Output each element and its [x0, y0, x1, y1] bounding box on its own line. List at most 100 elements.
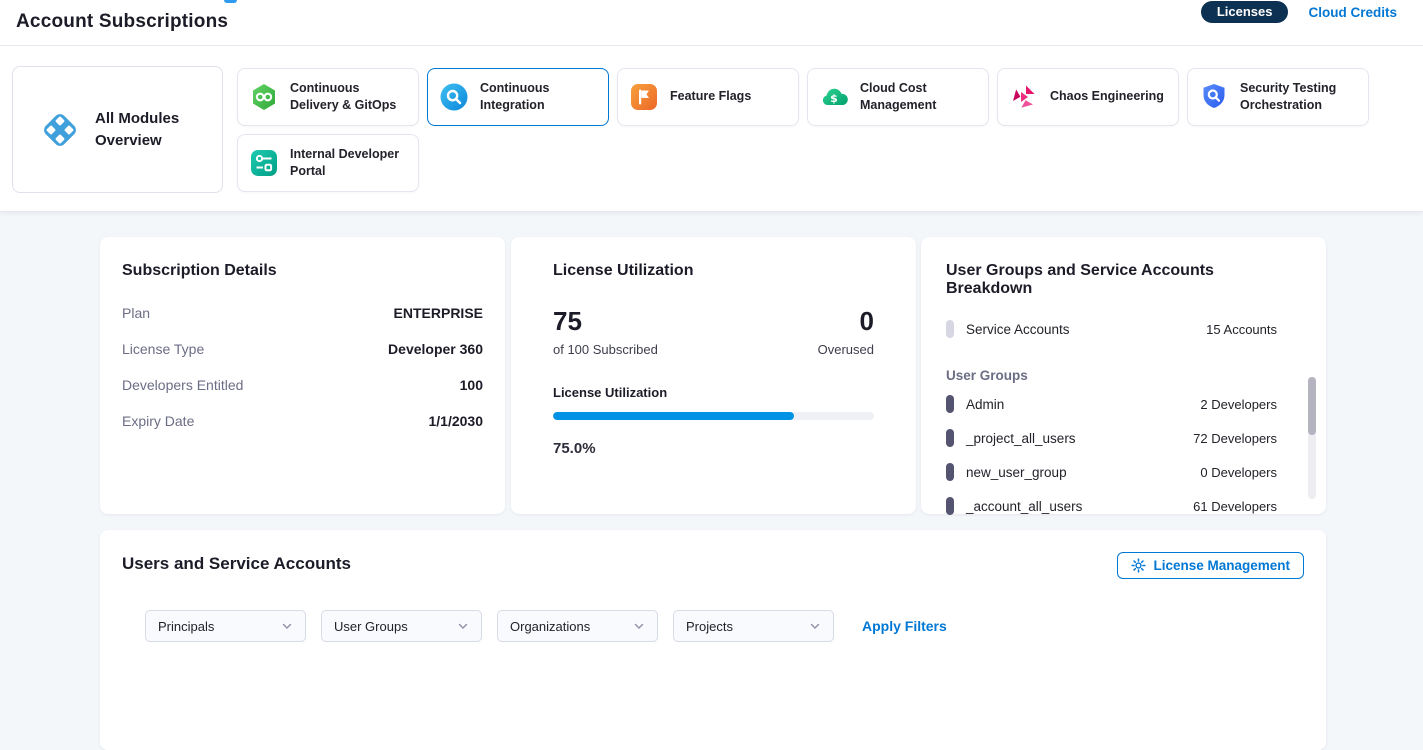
- user-group-bullet-icon: [946, 429, 954, 447]
- chevron-down-icon: [457, 620, 469, 632]
- utilization-progress-fill: [553, 412, 794, 420]
- subscription-details-title: Subscription Details: [122, 262, 483, 280]
- filter-label: Principals: [158, 619, 214, 634]
- subscription-row-developers-entitled: Developers Entitled 100: [122, 367, 483, 403]
- user-group-value: 0 Developers: [1200, 465, 1277, 480]
- breakdown-scrollbar-thumb[interactable]: [1308, 377, 1316, 435]
- chevron-down-icon: [809, 620, 821, 632]
- service-accounts-row: Service Accounts 15 Accounts: [946, 312, 1301, 346]
- license-management-button[interactable]: License Management: [1117, 552, 1304, 579]
- organizations-filter-dropdown[interactable]: Organizations: [497, 610, 658, 642]
- utilization-progress-track: [553, 412, 874, 420]
- module-card-security-testing[interactable]: Security Testing Orchestration: [1187, 68, 1369, 126]
- breakdown-card: User Groups and Service Accounts Breakdo…: [921, 237, 1326, 514]
- subscription-row-license-type: License Type Developer 360: [122, 331, 483, 367]
- module-card-internal-developer-portal[interactable]: Internal Developer Portal: [237, 134, 419, 192]
- module-label: Cloud Cost Management: [860, 80, 978, 115]
- user-group-value: 2 Developers: [1200, 397, 1277, 412]
- internal-developer-portal-icon: [248, 147, 280, 179]
- filter-label: Organizations: [510, 619, 590, 634]
- license-utilization-title: License Utilization: [553, 262, 874, 280]
- user-group-row: _project_all_users 72 Developers: [946, 421, 1301, 455]
- page-header: Account Subscriptions Licenses Cloud Cre…: [0, 0, 1423, 46]
- user-group-name: _account_all_users: [966, 499, 1193, 514]
- subscription-details-card: Subscription Details Plan ENTERPRISE Lic…: [100, 237, 505, 514]
- module-label: Feature Flags: [670, 88, 788, 106]
- filter-label: User Groups: [334, 619, 408, 634]
- user-groups-heading: User Groups: [946, 368, 1301, 383]
- module-card-chaos-engineering[interactable]: Chaos Engineering: [997, 68, 1179, 126]
- chevron-down-icon: [633, 620, 645, 632]
- subscription-row-plan: Plan ENTERPRISE: [122, 295, 483, 331]
- security-testing-icon: [1198, 81, 1230, 113]
- user-group-bullet-icon: [946, 395, 954, 413]
- row-label: Developers Entitled: [122, 377, 243, 393]
- continuous-delivery-icon: [248, 81, 280, 113]
- cloud-cost-icon: $: [818, 81, 850, 113]
- row-value: Developer 360: [388, 341, 483, 357]
- user-group-row: _account_all_users 61 Developers: [946, 489, 1301, 523]
- row-label: License Type: [122, 341, 204, 357]
- feature-flags-icon: [628, 81, 660, 113]
- service-accounts-bullet-icon: [946, 320, 954, 338]
- chaos-engineering-icon: [1008, 81, 1040, 113]
- service-accounts-label: Service Accounts: [966, 322, 1206, 337]
- row-label: Expiry Date: [122, 413, 194, 429]
- overused-block: 0 Overused: [818, 308, 874, 357]
- module-card-continuous-integration[interactable]: Continuous Integration: [427, 68, 609, 126]
- used-caption: of 100 Subscribed: [553, 342, 658, 357]
- user-group-name: new_user_group: [966, 465, 1200, 480]
- license-management-label: License Management: [1153, 558, 1290, 573]
- cloud-credits-tab[interactable]: Cloud Credits: [1308, 5, 1397, 20]
- filters-row: Principals User Groups Organizations Pro…: [145, 610, 947, 642]
- module-label: Continuous Integration: [480, 80, 598, 115]
- user-groups-list: Admin 2 Developers _project_all_users 72…: [946, 387, 1301, 523]
- header-tabs: Licenses Cloud Credits: [1201, 0, 1397, 24]
- row-value: 100: [460, 377, 483, 393]
- module-cards-row-2: Internal Developer Portal: [237, 134, 1369, 192]
- user-group-value: 72 Developers: [1193, 431, 1277, 446]
- module-card-cd-gitops[interactable]: Continuous Delivery & GitOps: [237, 68, 419, 126]
- user-group-bullet-icon: [946, 463, 954, 481]
- all-modules-icon: [37, 107, 83, 153]
- used-count: 75: [553, 308, 658, 334]
- chevron-down-icon: [281, 620, 293, 632]
- breakdown-title: User Groups and Service Accounts Breakdo…: [946, 262, 1301, 298]
- subscription-details-rows: Plan ENTERPRISE License Type Developer 3…: [122, 295, 483, 439]
- user-group-name: Admin: [966, 397, 1200, 412]
- row-value: 1/1/2030: [429, 413, 484, 429]
- user-group-name: _project_all_users: [966, 431, 1193, 446]
- overused-caption: Overused: [818, 342, 874, 357]
- user-group-bullet-icon: [946, 497, 954, 515]
- module-card-feature-flags[interactable]: Feature Flags: [617, 68, 799, 126]
- row-value: ENTERPRISE: [394, 305, 483, 321]
- breakdown-scrollbar[interactable]: [1308, 377, 1316, 499]
- used-block: 75 of 100 Subscribed: [553, 308, 658, 357]
- clipped-element-fragment: [224, 0, 237, 3]
- svg-text:$: $: [830, 92, 838, 105]
- module-label: Security Testing Orchestration: [1240, 80, 1358, 115]
- licenses-tab[interactable]: Licenses: [1201, 1, 1289, 23]
- gear-icon: [1131, 558, 1146, 573]
- apply-filters-link[interactable]: Apply Filters: [862, 618, 947, 634]
- subscription-row-expiry-date: Expiry Date 1/1/2030: [122, 403, 483, 439]
- utilization-numbers: 75 of 100 Subscribed 0 Overused: [553, 308, 874, 357]
- module-selector-strip: All Modules Overview Continuous Delivery…: [0, 46, 1423, 212]
- user-group-value: 61 Developers: [1193, 499, 1277, 514]
- user-group-row: Admin 2 Developers: [946, 387, 1301, 421]
- overused-count: 0: [818, 308, 874, 334]
- module-label: Internal Developer Portal: [290, 146, 408, 181]
- projects-filter-dropdown[interactable]: Projects: [673, 610, 834, 642]
- continuous-integration-icon: [438, 81, 470, 113]
- filter-label: Projects: [686, 619, 733, 634]
- principals-filter-dropdown[interactable]: Principals: [145, 610, 306, 642]
- row-label: Plan: [122, 305, 150, 321]
- user-groups-filter-dropdown[interactable]: User Groups: [321, 610, 482, 642]
- page-title: Account Subscriptions: [16, 11, 228, 33]
- module-cards-row-1: Continuous Delivery & GitOps Continuous …: [237, 68, 1369, 126]
- module-card-cloud-cost[interactable]: $ Cloud Cost Management: [807, 68, 989, 126]
- utilization-bar-label: License Utilization: [553, 385, 874, 400]
- all-modules-overview-card[interactable]: All Modules Overview: [12, 66, 223, 193]
- module-label: Chaos Engineering: [1050, 88, 1168, 106]
- user-group-row: new_user_group 0 Developers: [946, 455, 1301, 489]
